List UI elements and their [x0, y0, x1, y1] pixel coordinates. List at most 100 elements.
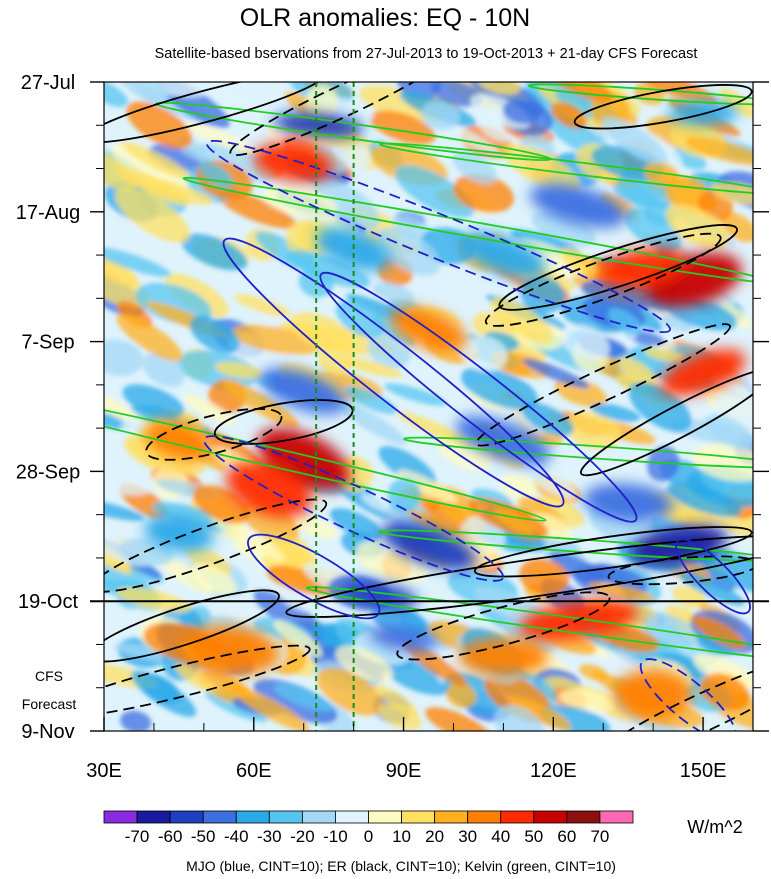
anomaly-patch — [262, 535, 317, 570]
plot-frame — [103, 81, 754, 732]
kelvin-contour-5 — [305, 586, 753, 666]
mjo-contour-1 — [319, 271, 638, 523]
anomaly-patch — [104, 254, 150, 310]
anomaly-patch — [644, 347, 685, 363]
anomaly-patch — [340, 357, 403, 378]
anomaly-patch — [710, 182, 753, 205]
y-tick-label: 28-Sep — [16, 461, 81, 483]
colorbar-label: 50 — [524, 827, 543, 846]
er-contour-4 — [213, 399, 354, 445]
colorbar-swatch-2 — [169, 810, 204, 824]
anomaly-patch — [222, 379, 299, 428]
colorbar-swatch-9 — [401, 810, 436, 824]
kelvin-contour-7 — [378, 529, 753, 562]
anomaly-patch — [115, 82, 169, 105]
y-tick-label: 7-Sep — [21, 332, 74, 354]
anomaly-patch — [704, 414, 753, 450]
anomaly-patch — [508, 696, 571, 730]
anomaly-patch — [184, 545, 232, 576]
anomaly-patch — [273, 620, 323, 657]
positive-anomaly-0 — [257, 428, 351, 490]
anomaly-patch — [522, 358, 590, 389]
wave-contour-layer — [104, 82, 753, 731]
anomaly-patch — [286, 250, 371, 289]
kelvin-contour-4 — [527, 83, 753, 106]
anomaly-patch — [286, 219, 319, 256]
anomaly-patch — [672, 586, 708, 609]
anomaly-patch — [540, 704, 611, 731]
colorbar-unit: W/m^2 — [687, 817, 742, 837]
y-tick-label: 17-Aug — [16, 202, 81, 224]
anomaly-patch — [120, 710, 152, 731]
y-tick-label: 19-Oct — [18, 591, 78, 613]
anomaly-patch — [287, 514, 338, 539]
anomaly-patch — [104, 145, 137, 191]
anomaly-patch — [305, 84, 338, 119]
anomaly-patch — [645, 613, 720, 666]
er-contour-16 — [145, 407, 283, 461]
colorbar-label: 30 — [458, 827, 477, 846]
colorbar-label: 10 — [392, 827, 411, 846]
anomaly-patch — [580, 279, 666, 309]
anomaly-patch — [685, 137, 753, 166]
er-contour-1 — [573, 84, 753, 130]
anomaly-patch — [579, 664, 609, 681]
anomaly-patch — [175, 663, 216, 692]
er-contour-11 — [104, 498, 328, 593]
anomaly-patch — [181, 233, 248, 271]
colorbar-swatch-0 — [103, 810, 138, 824]
anomaly-patch — [665, 204, 729, 250]
colorbar-swatch-6 — [301, 810, 336, 824]
anomaly-patch — [384, 383, 446, 406]
colorbar-label: -40 — [224, 827, 249, 846]
anomaly-patch — [476, 82, 521, 95]
colorbar-label: 60 — [557, 827, 576, 846]
anomaly-patch — [646, 446, 680, 482]
anomaly-patch — [214, 82, 284, 119]
anomaly-patch — [531, 211, 596, 247]
anomaly-patch — [194, 142, 276, 182]
anomaly-patch — [693, 654, 753, 689]
colorbar-label: -30 — [257, 827, 282, 846]
colorbar-label: 20 — [425, 827, 444, 846]
anomaly-patch — [394, 165, 475, 218]
anomaly-patch — [189, 315, 240, 354]
anomaly-patch — [658, 653, 709, 680]
colorbar-label: -50 — [191, 827, 216, 846]
y-axis: 27-Jul 17-Aug 7-Sep 28-Sep 19-Oct 9-Nov — [16, 72, 769, 743]
reference-lines — [315, 82, 355, 731]
negative-anomaly-21 — [144, 513, 214, 553]
colorbar-swatch-3 — [202, 810, 237, 824]
negative-anomaly-24 — [668, 100, 739, 126]
anomaly-patch — [183, 394, 236, 426]
anomaly-patch — [558, 689, 615, 712]
anomaly-patch — [122, 384, 185, 419]
anomaly-patch — [608, 307, 643, 336]
anomaly-patch — [420, 100, 460, 131]
anomaly-patch — [397, 469, 458, 504]
anomaly-patch — [431, 82, 483, 107]
colorbar-swatch-13 — [533, 810, 568, 824]
anomaly-patch — [104, 247, 171, 277]
kelvin-contour-6 — [403, 436, 753, 469]
anomaly-patch — [692, 443, 753, 482]
er-contour-5 — [285, 535, 753, 618]
er-contour-12 — [396, 591, 611, 661]
x-axis: 30E 60E 90E 120E 150E — [86, 717, 726, 782]
er-contour-13 — [104, 644, 311, 719]
anomaly-patch — [392, 214, 433, 241]
chart-title: OLR anomalies: EQ - 10N — [240, 4, 530, 32]
colorbar-label: -70 — [125, 827, 150, 846]
colorbar-swatch-14 — [566, 810, 601, 824]
anomaly-patch — [494, 705, 545, 731]
anomaly-patch — [425, 707, 492, 731]
mjo-contour-0 — [222, 237, 565, 508]
negative-anomaly-14 — [628, 525, 728, 566]
colorbar-label: 0 — [364, 827, 373, 846]
er-contour-14 — [588, 656, 753, 731]
kelvin-contour-3 — [379, 142, 753, 195]
anomaly-patch — [126, 175, 213, 205]
anomaly-patch — [216, 190, 297, 229]
anomaly-patch — [591, 438, 660, 487]
